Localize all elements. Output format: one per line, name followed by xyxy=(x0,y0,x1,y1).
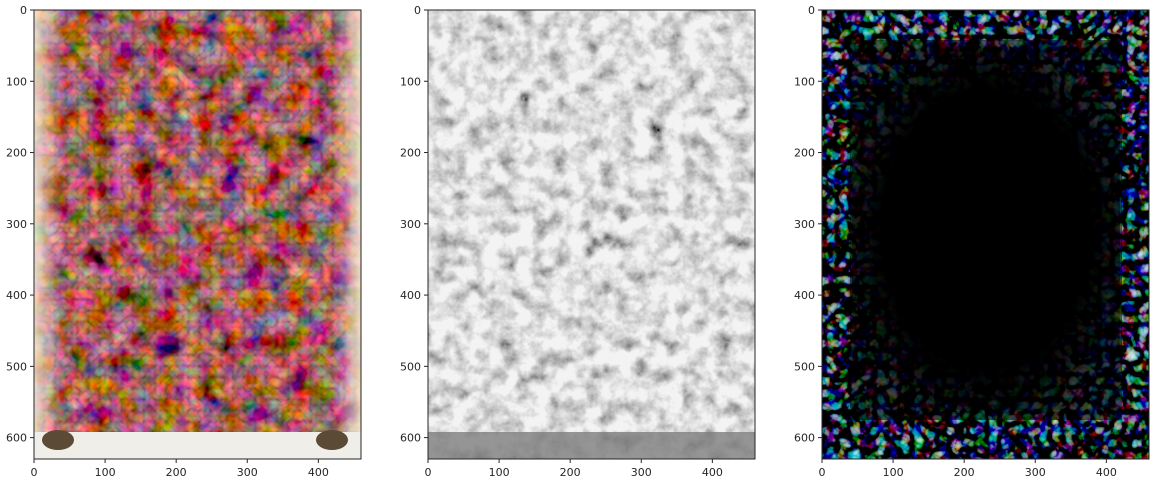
axes-frame xyxy=(821,9,1150,460)
y-tick-label: 600 xyxy=(6,432,27,445)
y-tick-label: 0 xyxy=(20,4,27,17)
x-tick-label: 300 xyxy=(631,466,652,479)
x-tick-label: 100 xyxy=(95,466,116,479)
axes-frame xyxy=(427,9,756,460)
y-tick-label: 500 xyxy=(6,360,27,373)
panel-2-axes: 0 100 200 300 400 0 100 200 300 400 500 600 xyxy=(400,4,756,479)
x-tick-label: 400 xyxy=(1096,466,1117,479)
x-tick-label: 300 xyxy=(1025,466,1046,479)
x-tick-label: 0 xyxy=(31,466,38,479)
y-tick-label: 400 xyxy=(400,289,421,302)
y-tick-label: 100 xyxy=(6,75,27,88)
panel-3-image xyxy=(822,10,1149,459)
x-tick-label: 0 xyxy=(819,466,826,479)
panel-2-image xyxy=(428,10,755,459)
y-tick-label: 600 xyxy=(400,432,421,445)
panel-1-axes: 0 100 200 300 400 0 100 200 300 400 500 600 xyxy=(6,4,362,479)
y-tick-label: 400 xyxy=(794,289,815,302)
x-tick-label: 300 xyxy=(237,466,258,479)
x-tick-label: 200 xyxy=(954,466,975,479)
x-tick-label: 100 xyxy=(883,466,904,479)
x-tick-label: 200 xyxy=(166,466,187,479)
panel-1-image xyxy=(34,10,361,459)
x-tick-label: 400 xyxy=(702,466,723,479)
y-tick-label: 100 xyxy=(794,75,815,88)
y-tick-label: 0 xyxy=(414,4,421,17)
y-tick-label: 300 xyxy=(794,218,815,231)
x-tick-label: 400 xyxy=(308,466,329,479)
x-tick-label: 0 xyxy=(425,466,432,479)
x-tick-label: 200 xyxy=(560,466,581,479)
panel-3-axes: 0 100 200 300 400 0 100 200 300 400 500 600 xyxy=(794,4,1150,479)
y-tick-label: 300 xyxy=(6,218,27,231)
y-tick-label: 200 xyxy=(6,147,27,160)
y-tick-label: 200 xyxy=(400,147,421,160)
y-tick-label: 400 xyxy=(6,289,27,302)
y-tick-label: 300 xyxy=(400,218,421,231)
y-tick-label: 500 xyxy=(794,360,815,373)
y-tick-label: 0 xyxy=(808,4,815,17)
y-tick-label: 100 xyxy=(400,75,421,88)
y-tick-label: 500 xyxy=(400,360,421,373)
y-tick-label: 200 xyxy=(794,147,815,160)
axes-frame xyxy=(33,9,362,460)
y-tick-label: 600 xyxy=(794,432,815,445)
x-tick-label: 100 xyxy=(489,466,510,479)
